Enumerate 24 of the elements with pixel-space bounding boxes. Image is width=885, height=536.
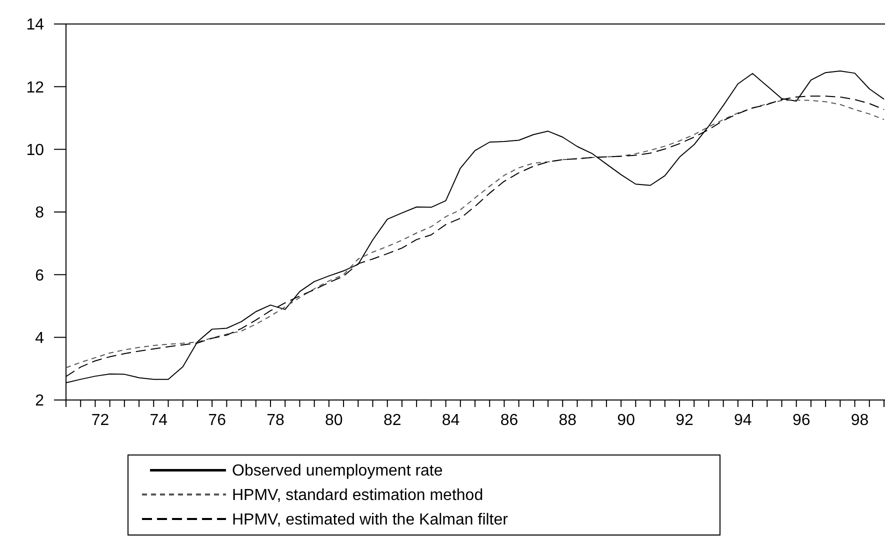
x-tick-label: 90 — [617, 412, 636, 429]
legend-label: Observed unemployment rate — [232, 462, 443, 480]
x-tick-label: 72 — [91, 412, 110, 429]
x-tick-label: 78 — [266, 412, 284, 429]
x-tick-label: 88 — [558, 412, 577, 429]
legend-label: HPMV, estimated with the Kalman filter — [232, 512, 509, 529]
x-tick-label: 80 — [325, 412, 343, 429]
x-tick-label: 84 — [442, 412, 460, 429]
x-tick-label: 92 — [676, 412, 694, 429]
x-tick-label: 82 — [383, 412, 402, 429]
x-tick-label: 98 — [850, 412, 869, 429]
legend-label: HPMV, standard estimation method — [232, 487, 484, 504]
x-tick-label: 94 — [734, 412, 752, 429]
y-tick-label: 2 — [35, 392, 44, 410]
y-tick-label: 14 — [26, 16, 44, 34]
y-tick-label: 12 — [26, 79, 44, 96]
x-tick-label: 76 — [208, 412, 226, 429]
x-tick-label: 74 — [150, 412, 168, 429]
y-tick-label: 6 — [35, 267, 44, 284]
x-tick-label: 86 — [500, 412, 518, 429]
y-tick-label: 4 — [35, 330, 44, 347]
y-tick-label: 10 — [26, 142, 44, 159]
x-tick-label: 96 — [792, 412, 810, 429]
y-tick-label: 8 — [35, 204, 44, 222]
